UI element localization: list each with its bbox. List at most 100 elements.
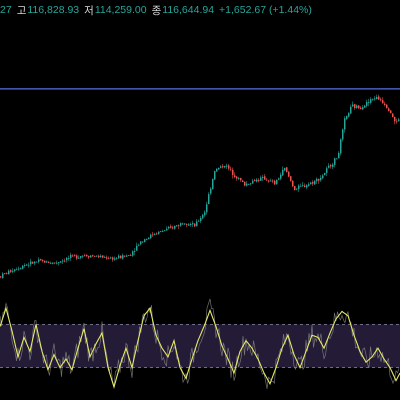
candle-body xyxy=(184,223,186,225)
candle-body xyxy=(140,241,142,245)
candle-body xyxy=(298,185,300,189)
candle xyxy=(236,175,238,181)
candle xyxy=(246,181,248,187)
candle xyxy=(250,182,252,186)
candle-body xyxy=(138,244,140,246)
candle xyxy=(34,261,36,266)
candle xyxy=(114,256,116,261)
candle-body xyxy=(18,268,20,270)
candle-body xyxy=(336,158,338,160)
candle-body xyxy=(286,167,288,172)
candle-body xyxy=(370,99,372,103)
candle-body xyxy=(42,260,44,262)
candle xyxy=(32,261,34,265)
candle-body xyxy=(338,153,340,159)
candle-body xyxy=(80,256,82,258)
candle-body xyxy=(288,171,290,177)
candle-body xyxy=(326,168,328,173)
candle-body xyxy=(208,194,210,205)
candle xyxy=(228,163,230,171)
candle xyxy=(138,243,140,247)
candle xyxy=(346,115,348,120)
candle xyxy=(28,262,30,268)
change-value: +1,652.67 (+1.44%) xyxy=(219,4,312,16)
candle-body xyxy=(362,107,364,110)
candle-body xyxy=(378,96,380,100)
candle xyxy=(388,107,390,112)
candle-body xyxy=(340,139,342,154)
candle xyxy=(220,165,222,169)
candle xyxy=(24,263,26,268)
candle xyxy=(168,225,170,230)
candle xyxy=(184,223,186,226)
candle-body xyxy=(212,179,214,190)
candle xyxy=(264,174,266,180)
candle-body xyxy=(90,255,92,258)
candle xyxy=(176,224,178,227)
candle xyxy=(144,238,146,243)
candle-body xyxy=(38,259,40,262)
candle-body xyxy=(352,104,354,107)
candle-body xyxy=(348,113,350,117)
candle-body xyxy=(346,115,348,120)
candle xyxy=(278,177,280,181)
candle xyxy=(238,176,240,181)
candle-body xyxy=(122,255,124,259)
candle xyxy=(204,210,206,218)
candle xyxy=(100,254,102,258)
candle-body xyxy=(198,220,200,222)
candle xyxy=(230,166,232,172)
candle-body xyxy=(292,180,294,187)
candle xyxy=(90,255,92,258)
candle-body xyxy=(246,183,248,186)
candle xyxy=(324,172,326,176)
candle xyxy=(214,170,216,181)
candle xyxy=(292,180,294,188)
candle-body xyxy=(392,113,394,118)
candle-body xyxy=(62,260,64,262)
candle xyxy=(74,254,76,257)
candle-body xyxy=(70,254,72,258)
candle xyxy=(334,157,336,168)
candle xyxy=(136,242,138,251)
candle-body xyxy=(368,102,370,103)
candle xyxy=(206,201,208,215)
candle xyxy=(130,253,132,257)
candles-layer xyxy=(0,94,400,279)
candle xyxy=(376,94,378,100)
candle-body xyxy=(398,119,400,121)
candle-body xyxy=(48,262,50,264)
candle xyxy=(6,272,8,275)
candle-body xyxy=(330,165,332,167)
candle-body xyxy=(206,204,208,213)
candle-body xyxy=(52,262,54,264)
candle-body xyxy=(396,120,398,122)
candle-body xyxy=(226,165,228,167)
candle-body xyxy=(240,177,242,181)
candle xyxy=(340,138,342,156)
candle-body xyxy=(278,178,280,180)
candle-body xyxy=(120,255,122,259)
candle-body xyxy=(112,257,114,260)
candle xyxy=(60,261,62,263)
candle-body xyxy=(210,188,212,194)
candle xyxy=(70,252,72,261)
candle-body xyxy=(294,186,296,191)
candle xyxy=(126,254,128,258)
candle-body xyxy=(118,255,120,259)
candle xyxy=(290,175,292,182)
candle xyxy=(166,226,168,231)
candle-body xyxy=(388,108,390,112)
candle xyxy=(370,97,372,105)
candle-body xyxy=(300,185,302,187)
candle xyxy=(110,256,112,260)
candle xyxy=(364,104,366,108)
candle-body xyxy=(96,255,98,257)
candle xyxy=(54,262,56,265)
candle xyxy=(124,255,126,258)
candle xyxy=(40,258,42,261)
candle xyxy=(350,104,352,115)
candle xyxy=(248,183,250,185)
candle-body xyxy=(142,241,144,243)
